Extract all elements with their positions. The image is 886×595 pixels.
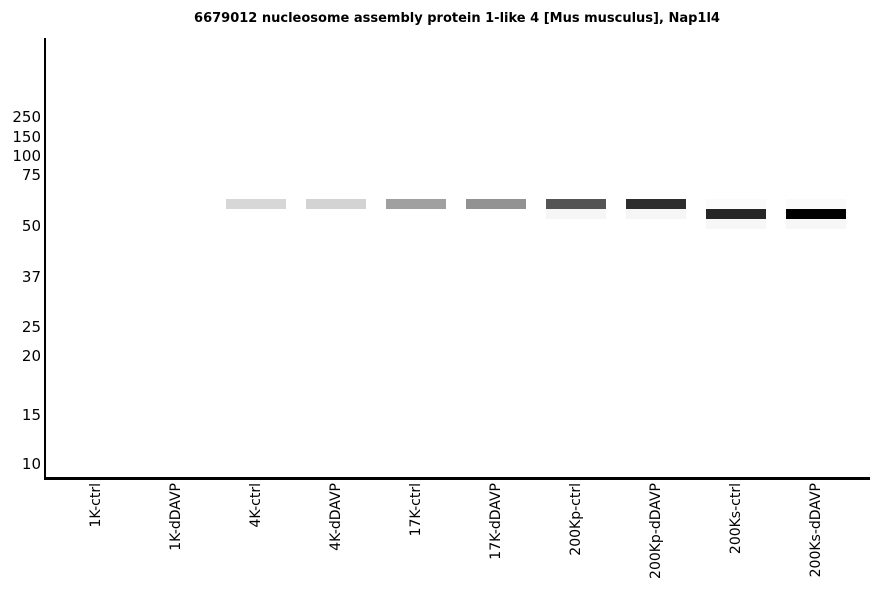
- y-axis-tick-label: 20: [21, 347, 41, 365]
- faint-band: [626, 209, 686, 219]
- y-axis-tick-label: 250: [12, 108, 41, 126]
- x-axis-lane-label: 17K-dDAVP: [488, 483, 504, 560]
- y-axis-tick-label: 75: [21, 166, 41, 184]
- y-axis-tick-label: 100: [12, 147, 41, 165]
- x-axis-lane-label: 17K-ctrl: [408, 483, 424, 537]
- protein-band: [226, 199, 286, 209]
- x-axis-lane-label: 1K-dDAVP: [168, 483, 184, 551]
- protein-band: [466, 199, 526, 209]
- y-axis-tick-label: 37: [21, 268, 41, 286]
- x-axis-lane-label: 200Kp-dDAVP: [648, 483, 664, 579]
- protein-band: [626, 199, 686, 209]
- x-axis-line: [44, 477, 870, 480]
- y-axis-tick-label: 50: [21, 217, 41, 235]
- protein-band: [306, 199, 366, 209]
- y-axis-line: [44, 38, 46, 480]
- chart-title: 6679012 nucleosome assembly protein 1-li…: [194, 11, 720, 26]
- protein-band: [786, 209, 846, 219]
- y-axis-tick-label: 10: [21, 455, 41, 473]
- y-axis-tick-label: 15: [21, 406, 41, 424]
- faint-band: [706, 199, 766, 209]
- protein-band: [386, 199, 446, 209]
- faint-band: [786, 199, 846, 209]
- faint-band: [786, 219, 846, 229]
- x-axis-lane-label: 4K-dDAVP: [328, 483, 344, 551]
- x-axis-lane-label: 200Ks-dDAVP: [808, 483, 824, 578]
- faint-band: [546, 209, 606, 219]
- protein-band: [706, 209, 766, 219]
- x-axis-lane-label: 4K-ctrl: [248, 483, 264, 528]
- x-axis-lane-label: 1K-ctrl: [88, 483, 104, 528]
- protein-band: [546, 199, 606, 209]
- y-axis-tick-label: 25: [21, 318, 41, 336]
- faint-band: [706, 219, 766, 229]
- y-axis-tick-label: 150: [12, 128, 41, 146]
- x-axis-lane-label: 200Kp-ctrl: [568, 483, 584, 556]
- x-axis-lane-label: 200Ks-ctrl: [728, 483, 744, 555]
